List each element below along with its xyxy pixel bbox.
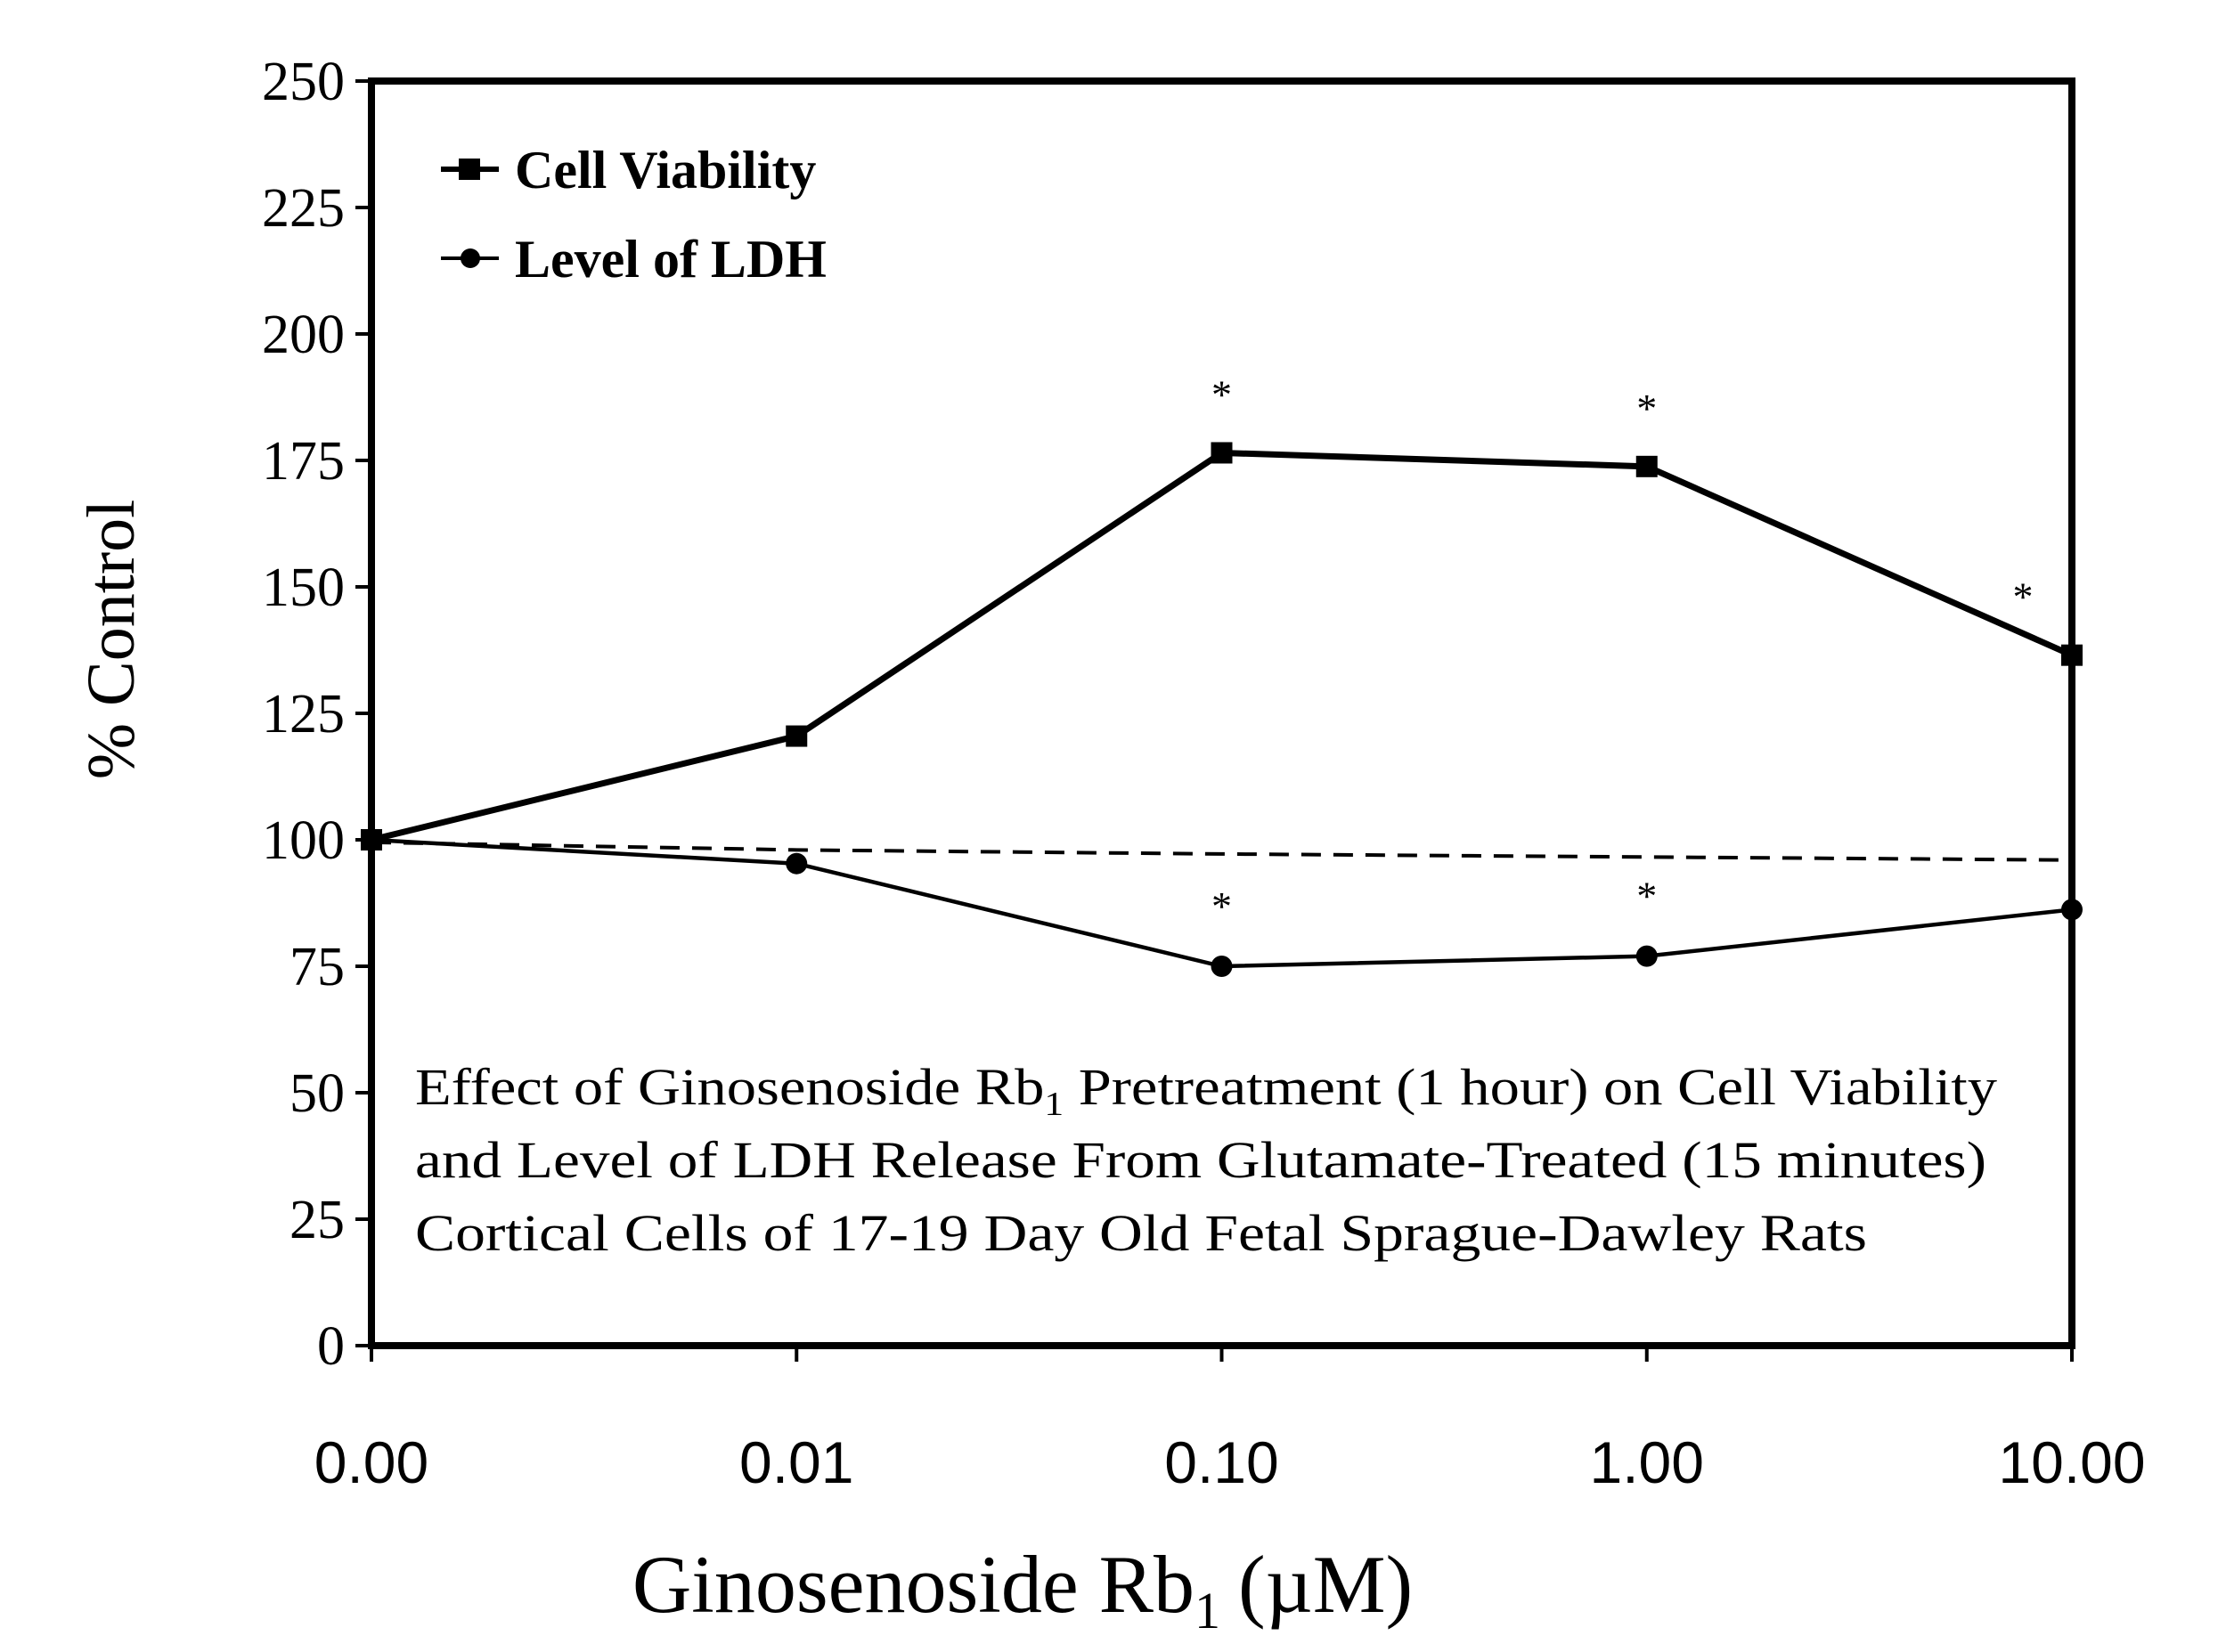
y-tick-label: 175 — [262, 431, 345, 492]
y-tick-label: 125 — [262, 684, 345, 745]
significance-asterisk: * — [1211, 883, 1232, 929]
data-point-cell-viability — [1211, 442, 1233, 464]
y-tick-label: 150 — [262, 557, 345, 618]
data-point-level-of-ldh — [786, 852, 808, 875]
x-axis-label-unit: (µM) — [1238, 1539, 1413, 1630]
legend-square-marker — [459, 159, 480, 180]
y-tick-label: 50 — [289, 1063, 345, 1124]
legend-circle-marker — [461, 248, 480, 268]
y-axis-label: % Control — [74, 500, 149, 780]
annotation-line-1: Effect of Ginosenoside Rb 1 Pretreatment … — [415, 1058, 1997, 1123]
y-tick-label: 25 — [289, 1190, 345, 1250]
x-axis-label-main: Ginosenoside Rb — [632, 1539, 1195, 1630]
data-point-cell-viability — [786, 725, 808, 747]
x-tick-label: 0.01 — [739, 1429, 853, 1495]
legend: Cell Viability Level of LDH — [441, 141, 827, 289]
significance-asterisk: * — [1211, 371, 1232, 417]
y-tick-label: 250 — [262, 52, 345, 112]
y-tick-label: 225 — [262, 178, 345, 239]
y-tick-label: 75 — [289, 937, 345, 997]
x-tick-label: 10.00 — [1998, 1429, 2145, 1495]
data-point-level-of-ldh — [1211, 956, 1233, 977]
x-axis-ticks: 0.00 0.01 0.10 1.00 10.00 — [314, 1346, 2146, 1495]
annotation-line-1-subscript: 1 — [1044, 1086, 1064, 1123]
x-axis-label-subscript: 1 — [1195, 1582, 1220, 1640]
x-axis-label: Ginosenoside Rb1 (µM) — [632, 1539, 1413, 1640]
significance-asterisk: * — [2013, 574, 2034, 620]
y-tick-label: 100 — [262, 810, 345, 871]
significance-asterisk: * — [1636, 874, 1657, 919]
significance-markers: * * * * * — [1211, 371, 2034, 929]
y-tick-label: 200 — [262, 305, 345, 365]
data-point-level-of-ldh — [1635, 945, 1658, 967]
legend-label-cell-viability: Cell Viability — [515, 141, 816, 199]
reference-line-path — [371, 840, 2073, 862]
chart-annotation: Effect of Ginosenoside Rb 1 Pretreatment … — [415, 1058, 1997, 1262]
annotation-line-1-pre: Effect of Ginosenoside Rb — [415, 1058, 1044, 1116]
legend-label-ldh: Level of LDH — [515, 230, 827, 289]
y-tick-label: 0 — [317, 1316, 345, 1377]
y-axis-ticks: 0 25 50 75 100 125 150 175 200 225 250 — [262, 52, 371, 1377]
annotation-line-2: and Level of LDH Release From Glutamate-… — [415, 1131, 1986, 1189]
x-tick-label: 1.00 — [1590, 1429, 1704, 1495]
reference-dashed-line — [371, 840, 2073, 862]
plot-area-frame — [368, 77, 2075, 1349]
x-tick-label: 0.00 — [314, 1429, 428, 1495]
data-point-cell-viability — [1635, 455, 1658, 477]
significance-asterisk: * — [1636, 386, 1657, 431]
annotation-line-3: Cortical Cells of 17-19 Day Old Fetal Sp… — [415, 1204, 1867, 1262]
x-tick-label: 0.10 — [1164, 1429, 1278, 1495]
annotation-line-1-post: Pretreatment (1 hour) on Cell Viability — [1064, 1058, 1997, 1116]
